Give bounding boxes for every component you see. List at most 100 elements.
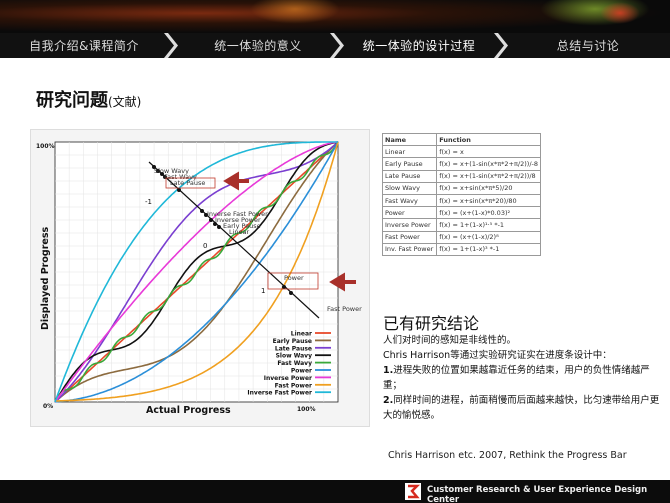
tab-summary[interactable]: 总结与讨论 [508, 33, 668, 58]
annotation-linear: Linear [229, 228, 250, 236]
series-line-inverse-fast-power [54, 141, 338, 403]
table-row: Early Pause f(x) = x+(1-sin(x*π*2+π/2))/-… [381, 157, 541, 171]
diag-tick-label: -1 [145, 198, 152, 206]
diag-point [204, 213, 208, 217]
table-header-row: Name Function [381, 132, 541, 147]
page-title: 研究问题(文献) [36, 86, 141, 112]
conclusion-line: 人们对时间的感知是非线性的。 [383, 335, 517, 346]
table-cell: Power [381, 206, 438, 220]
series-line-inverse-power [54, 141, 339, 403]
legend-label: Linear [291, 331, 312, 338]
tab-intro[interactable]: 自我介绍&课程简介 [0, 33, 168, 58]
banner-glow [250, 0, 340, 24]
table-cell: Late Pause [381, 169, 438, 183]
annotation-late-pause: Late Pause [170, 179, 205, 187]
table-row: Inverse Power f(x) = 1+(1-x)¹·⁵ *-1 [381, 218, 541, 232]
legend-label: Inverse Power [264, 375, 312, 382]
diag-tick-label: 0 [203, 242, 207, 250]
legend-label: Inverse Fast Power [247, 390, 312, 397]
page-title-main: 研究问题 [36, 90, 108, 111]
grid [55, 142, 338, 402]
section-nav: 自我介绍&课程简介 统一体验的意义 统一体验的设计过程 总结与讨论 [0, 33, 670, 58]
table-header: Name [381, 132, 438, 147]
diag-point [217, 225, 221, 229]
table-header: Function [436, 132, 541, 147]
citation: Chris Harrison etc. 2007, Rethink the Pr… [388, 450, 627, 461]
table-cell: f(x) = x+sin(x*π*5)/20 [436, 181, 541, 195]
function-table: Name Function Linear f(x) = x Early Pause… [381, 132, 541, 256]
tab-design-process[interactable]: 统一体验的设计过程 [344, 33, 494, 58]
diag-point [209, 218, 213, 222]
banner-glow [600, 2, 640, 24]
diag-point [152, 165, 156, 169]
item-text: 同样时间的进程，前面稍慢而后面越来越快，比匀速带给用户更大的愉悦感。 [383, 395, 660, 421]
tab-label: 统一体验的设计过程 [362, 39, 476, 53]
series-line-slow-wavy [54, 141, 339, 403]
series-line-early-pause [54, 141, 339, 403]
annotation-inverse-power: Inverse Power [215, 216, 261, 224]
y-tick-label: 100% [36, 143, 55, 150]
table-row: Linear f(x) = x [381, 145, 541, 159]
table-cell: f(x) = 1+(1-x)³ *-1 [436, 242, 541, 256]
diag-point [156, 169, 160, 173]
legend-label: Slow Wavy [276, 353, 312, 360]
item-number: 2. [383, 395, 394, 406]
table-cell: Slow Wavy [381, 181, 438, 195]
annotation-inverse-fast-power: Inverse Fast Power [207, 210, 268, 218]
item-text: 进程失败的位置如果越靠近任务的结束，用户的负性情绪越严重； [383, 365, 650, 391]
table-row: Power f(x) = (x+(1-x)*0.03)² [381, 206, 541, 220]
table-cell: f(x) = (x+(1-x)*0.03)² [436, 206, 541, 220]
annotation-fast-wavy: Fast Wavy [164, 173, 197, 181]
x-tick-label: 100% [297, 406, 316, 413]
page-title-sub: (文献) [108, 95, 142, 109]
tab-label: 自我介绍&课程简介 [29, 39, 139, 53]
table-cell: f(x) = x+sin(x*π*20)/80 [436, 193, 541, 208]
diag-point [177, 188, 181, 192]
legend-label: Late Pause [275, 345, 312, 352]
legend-label: Power [291, 368, 312, 375]
table-cell: Inv. Fast Power [381, 242, 438, 256]
chevron-right-icon [330, 33, 344, 58]
table-row: Slow Wavy f(x) = x+sin(x*π*5)/20 [381, 181, 541, 195]
curves [54, 141, 339, 403]
conclusion-item: 1.进程失败的位置如果越靠近任务的结束，用户的负性情绪越严重； [383, 363, 663, 393]
top-banner [0, 0, 670, 33]
conclusion-title: 已有研究结论 [383, 314, 480, 333]
annotation-fast-power: Fast Power [327, 305, 362, 313]
center-logo-icon [405, 483, 421, 500]
annotation-early-pause: Early Pause [223, 222, 261, 230]
series-line-power [54, 141, 339, 403]
series-line-fast-wavy [54, 141, 339, 403]
table-cell: f(x) = x+(1-sin(x*π*2+π/2))/-8 [436, 157, 541, 171]
footer: Customer Research & User Experience Desi… [0, 480, 670, 503]
diag-point [289, 291, 293, 295]
table-cell: Fast Wavy [381, 193, 438, 208]
table-row: Fast Wavy f(x) = x+sin(x*π*20)/80 [381, 193, 541, 208]
table-row: Fast Power f(x) = (x+(1-x)/2)⁸ [381, 230, 541, 244]
table-cell: Inverse Power [381, 218, 438, 232]
legend-label: Early Pause [273, 338, 312, 345]
table-cell: Fast Power [381, 230, 438, 244]
y-tick-label: 0% [43, 403, 53, 410]
arrow-left-icon [329, 272, 356, 292]
legend-label: Fast Wavy [277, 360, 312, 367]
conclusion-item: 2.同样时间的进程，前面稍慢而后面越来越快，比匀速带给用户更大的愉悦感。 [383, 393, 663, 423]
conclusion-line: Chris Harrison等通过实验研究证实在进度条设计中： [383, 350, 612, 361]
diag-point [160, 172, 164, 176]
table-cell: Linear [381, 145, 438, 159]
series-line-fast-power [54, 141, 339, 402]
chevron-right-icon [164, 33, 178, 58]
chart-svg: -1 0 1 Slow Wavy Fast Wavy Late Pause In… [36, 141, 362, 416]
diag-tick-label: 1 [261, 287, 265, 295]
x-axis-label: Actual Progress [146, 405, 231, 416]
diag-point [213, 222, 217, 226]
diag-point [282, 285, 286, 289]
table-cell: f(x) = 1+(1-x)¹·⁵ *-1 [436, 218, 541, 232]
highlight-box [267, 272, 319, 290]
series-line-late-pause [54, 141, 339, 403]
tab-label: 总结与讨论 [556, 39, 620, 53]
table-cell: f(x) = x+(1-sin(x*π*2+π/2))/8 [436, 169, 541, 183]
legend-label: Fast Power [275, 382, 312, 389]
y-axis-label: Displayed Progress [40, 227, 51, 330]
tab-meaning[interactable]: 统一体验的意义 [178, 33, 338, 58]
